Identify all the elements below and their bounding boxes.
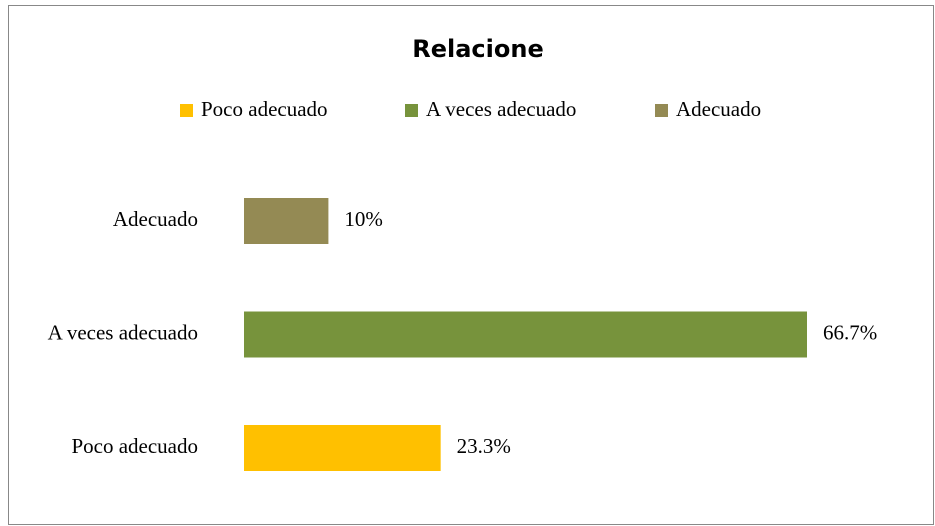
legend-label: Adecuado — [676, 97, 761, 121]
legend-label: A veces adecuado — [426, 97, 576, 121]
legend-swatch — [655, 104, 668, 117]
y-tick-label: Adecuado — [113, 207, 198, 231]
legend-swatch — [180, 104, 193, 117]
bar — [244, 311, 807, 358]
chart-frame — [8, 5, 934, 525]
bar — [244, 425, 441, 471]
legend-label: Poco adecuado — [201, 97, 328, 121]
legend-swatch — [405, 104, 418, 117]
y-tick-label: Poco adecuado — [71, 434, 198, 458]
data-label: 10% — [344, 207, 383, 231]
data-label: 23.3% — [457, 434, 511, 458]
bar — [244, 198, 329, 244]
y-tick-label: A veces adecuado — [48, 320, 198, 344]
data-label: 66.7% — [823, 320, 877, 344]
chart-title: Relacione — [412, 35, 543, 63]
